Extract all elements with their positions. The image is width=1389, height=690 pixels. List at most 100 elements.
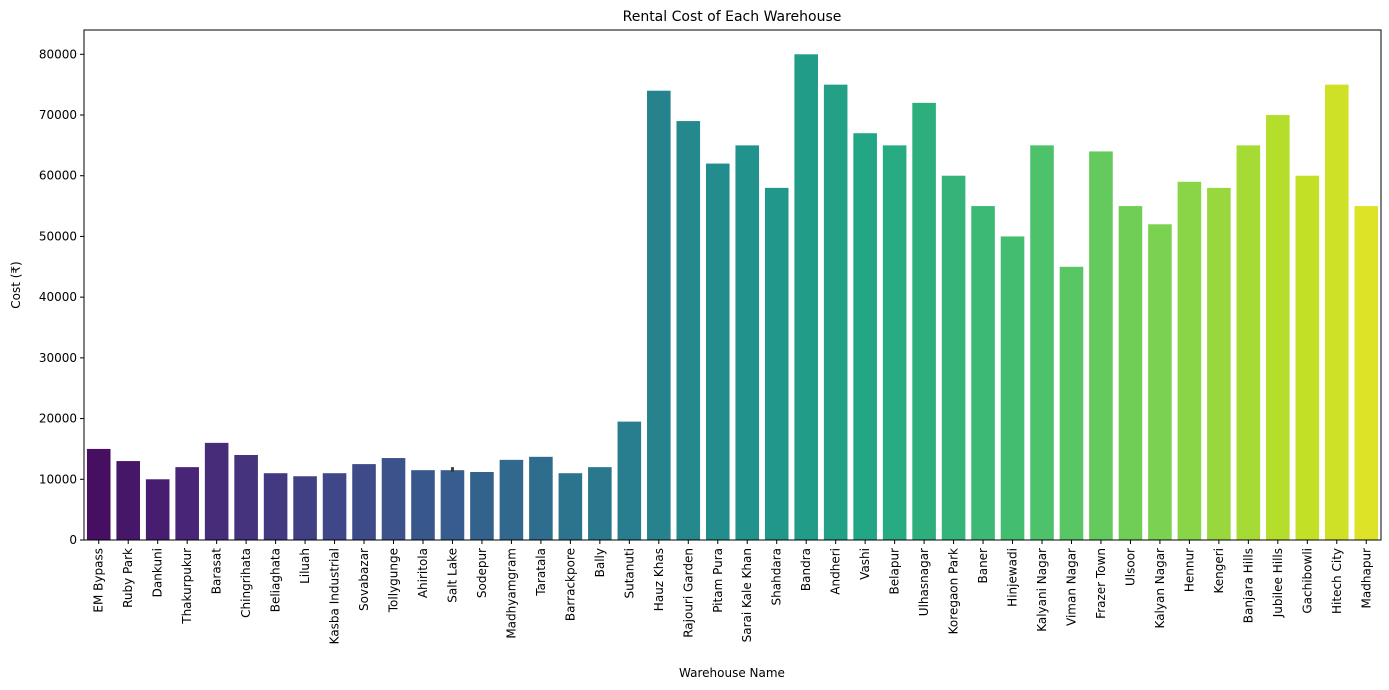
- bar-sodepur: [470, 472, 494, 540]
- x-tick-label: Belapur: [888, 548, 902, 595]
- x-tick-label: Dankuni: [151, 548, 165, 597]
- bar-jubilee-hills: [1266, 115, 1290, 540]
- x-tick-label: Kasba Industrial: [328, 548, 342, 644]
- bar-andheri: [823, 84, 848, 540]
- bar-liluah: [293, 476, 317, 540]
- bar-gachibowli: [1295, 175, 1320, 540]
- bar-rajouri-garden: [676, 121, 701, 540]
- x-tick-label: Kalyan Nagar: [1153, 548, 1167, 629]
- bar-sovabazar: [352, 464, 376, 540]
- x-tick-label: Kengeri: [1212, 548, 1226, 594]
- y-tick-label: 40000: [39, 290, 77, 304]
- x-tick-label: Vashi: [858, 548, 872, 580]
- y-axis-label: Cost (₹): [9, 261, 23, 309]
- x-tick-label: Sarai Kale Khan: [740, 548, 754, 642]
- bar-banjara-hills: [1236, 145, 1261, 541]
- x-tick-label: Ahiritola: [416, 548, 430, 598]
- bar-chingrihata: [234, 455, 258, 540]
- y-tick-label: 0: [69, 533, 77, 547]
- plot-frame: [83, 29, 1382, 541]
- x-tick-label: Andheri: [829, 548, 843, 595]
- x-tick-label: Baner: [976, 548, 990, 584]
- y-tick-label: 20000: [39, 412, 77, 426]
- bar-madhapur: [1354, 206, 1379, 540]
- bar-kengeri: [1207, 187, 1231, 541]
- x-tick-label: Thakurpukur: [180, 548, 194, 625]
- y-tick-label: 80000: [39, 47, 77, 61]
- x-tick-label: Shahdara: [770, 548, 784, 605]
- x-tick-label: Ulhasnagar: [917, 548, 931, 616]
- bar-salt-lake: [440, 470, 465, 540]
- y-tick-label: 30000: [39, 351, 77, 365]
- bar-beliaghata: [263, 473, 288, 540]
- x-axis-label: Warehouse Name: [679, 666, 785, 680]
- x-tick-label: Madhyamgram: [504, 548, 518, 639]
- bar-barrackpore: [558, 473, 583, 540]
- x-tick-label: Banjara Hills: [1241, 548, 1255, 623]
- bar-tollygunge: [381, 458, 406, 540]
- x-tick-label: Koregaon Park: [947, 548, 961, 634]
- x-tick-label: Salt Lake: [445, 548, 459, 603]
- bar-pitam-pura: [705, 163, 730, 540]
- bars-group: [86, 54, 1379, 541]
- x-tick-label: Barasat: [210, 548, 224, 594]
- bar-shahdara: [764, 187, 789, 541]
- x-tick-label: Tollygunge: [387, 548, 401, 613]
- x-tick-label: Sovabazar: [357, 548, 371, 611]
- bar-hauz-khas: [647, 90, 671, 541]
- bar-kalyan-nagar: [1148, 224, 1172, 541]
- bar-madhyamgram: [499, 459, 524, 540]
- bar-barasat: [204, 442, 229, 540]
- bar-kasba-industrial: [322, 473, 347, 540]
- x-axis: EM Bypass Ruby Park Dankuni Thakurpukur Bara…: [92, 540, 1373, 644]
- x-tick-label: Bandra: [799, 548, 813, 591]
- bar-baner: [971, 206, 995, 540]
- x-tick-label: Hennur: [1182, 548, 1196, 592]
- bar-belapur: [882, 145, 907, 541]
- bar-thakurpukur: [175, 467, 199, 540]
- y-tick-label: 50000: [39, 229, 77, 243]
- bar-hinjewadi: [1000, 236, 1025, 540]
- y-tick-label: 70000: [39, 108, 77, 122]
- bar-ruby-park: [116, 461, 140, 540]
- x-tick-label: Taratala: [534, 548, 548, 597]
- bar-frazer-town: [1089, 151, 1113, 540]
- x-tick-label: Gachibowli: [1300, 548, 1314, 614]
- bar-sutanuti: [617, 421, 642, 540]
- bar-em-bypass: [86, 448, 111, 540]
- x-tick-label: Sutanuti: [622, 548, 636, 599]
- x-tick-label: Beliaghata: [269, 548, 283, 612]
- x-tick-label: Sodepur: [475, 548, 489, 598]
- x-tick-label: EM Bypass: [92, 548, 106, 613]
- y-tick-label: 60000: [39, 169, 77, 183]
- x-tick-label: Ruby Park: [121, 548, 135, 608]
- bar-hitech-city: [1324, 84, 1349, 540]
- bar-ahiritola: [411, 470, 435, 540]
- bar-bally: [588, 467, 612, 540]
- x-tick-label: Frazer Town: [1094, 548, 1108, 619]
- x-tick-label: Ulsoor: [1123, 548, 1137, 586]
- bar-bandra: [794, 54, 818, 540]
- x-tick-label: Viman Nagar: [1064, 548, 1078, 626]
- x-tick-label: Hinjewadi: [1006, 548, 1020, 607]
- x-tick-label: Jubilee Hills: [1271, 548, 1285, 618]
- x-tick-label: Hauz Khas: [652, 548, 666, 611]
- y-tick-label: 10000: [39, 472, 77, 486]
- x-tick-label: Bally: [593, 548, 607, 577]
- bar-ulsoor: [1118, 206, 1143, 540]
- bar-ulhasnagar: [912, 102, 936, 541]
- x-tick-label: Rajouri Garden: [681, 548, 695, 638]
- chart-title: Rental Cost of Each Warehouse: [623, 9, 842, 25]
- bar-koregaon-park: [941, 175, 966, 540]
- bar-vashi: [853, 133, 877, 540]
- x-tick-label: Kalyani Nagar: [1035, 548, 1049, 632]
- y-axis: 0 10000 20000 30000 40000 50000 60000 70000 8000…: [39, 47, 84, 547]
- x-tick-label: Chingrihata: [239, 548, 253, 618]
- x-tick-label: Pitam Pura: [711, 548, 725, 613]
- bar-viman-nagar: [1059, 266, 1084, 540]
- x-tick-label: Barrackpore: [563, 548, 577, 621]
- bar-sarai-kale-khan: [735, 145, 760, 541]
- x-tick-label: Liluah: [298, 548, 312, 584]
- bar-kalyani-nagar: [1030, 145, 1054, 541]
